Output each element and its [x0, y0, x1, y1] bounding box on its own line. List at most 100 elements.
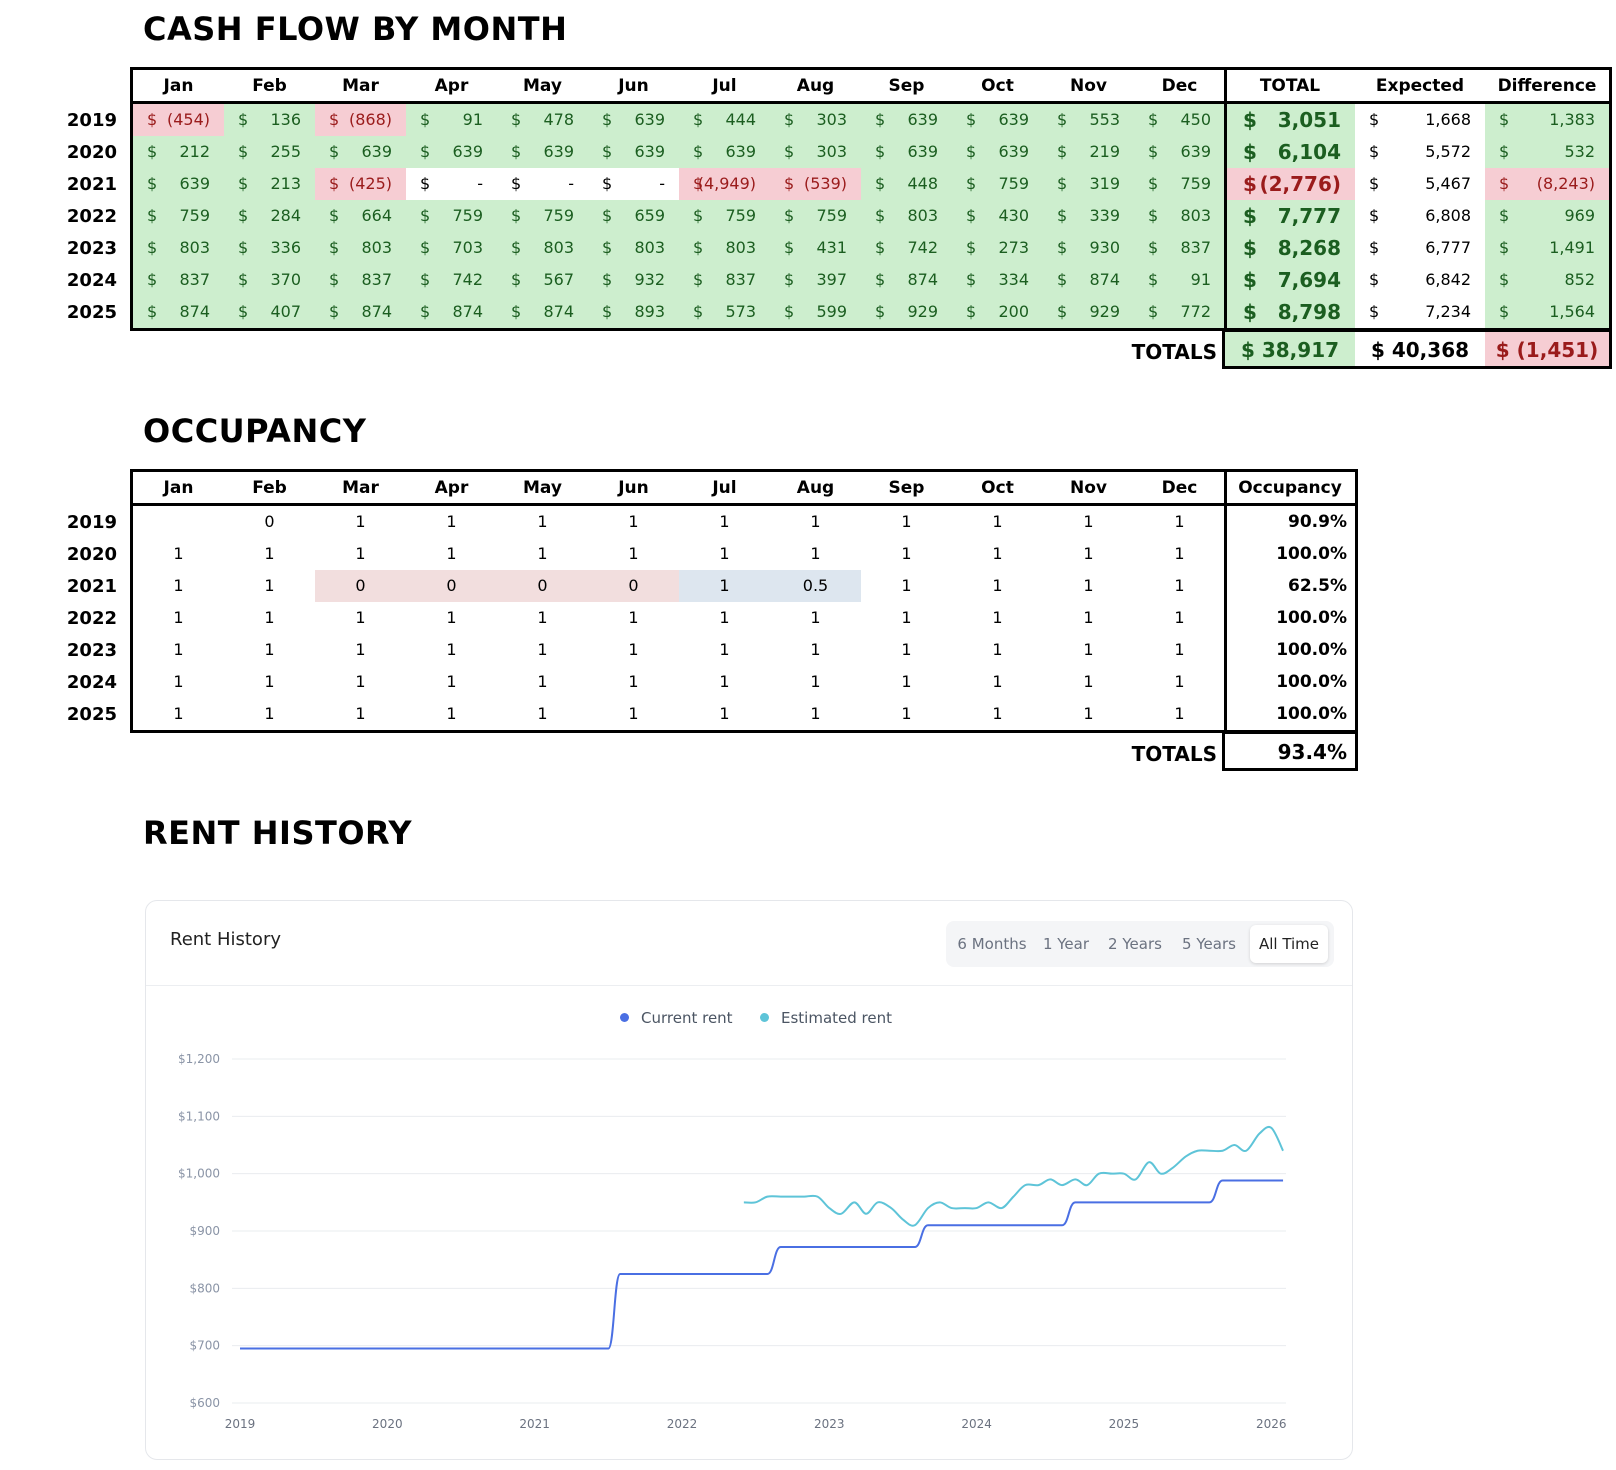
currency-sign: $ — [784, 142, 795, 161]
legend-estimated-rent[interactable]: Estimated rent — [760, 1009, 892, 1027]
currency-sign: $ — [875, 302, 886, 321]
header-divider — [133, 101, 1609, 104]
cash-cell: $803 — [679, 232, 770, 264]
occupancy-cell: 1 — [537, 672, 548, 691]
currency-sign: $ — [1369, 270, 1380, 289]
cash-value: 664 — [361, 206, 392, 225]
cash-value: 803 — [1180, 206, 1211, 225]
x-tick-label: 2022 — [667, 1417, 698, 1431]
cash-value: 639 — [634, 110, 665, 129]
year-label: 2024 — [66, 672, 117, 693]
currency-sign: $ — [1369, 174, 1380, 193]
currency-sign: $ — [602, 174, 613, 193]
occupancy-cell: 1 — [992, 544, 1003, 563]
occupancy-cell: 0.5 — [770, 570, 861, 602]
difference-cell: $969 — [1485, 200, 1609, 232]
cash-value: 742 — [907, 238, 938, 257]
occupancy-cell: 1 — [628, 512, 639, 531]
expected-cell: $1,668 — [1355, 104, 1485, 136]
occupancy-cell: 1 — [355, 640, 366, 659]
cash-cell: $136 — [224, 104, 315, 136]
occupancy-pct: 90.9% — [1288, 512, 1347, 532]
currency-sign: $ — [147, 206, 158, 225]
cash-cell: $803 — [861, 200, 952, 232]
expected-cell: $6,808 — [1355, 200, 1485, 232]
occupancy-cell: 1 — [992, 704, 1003, 723]
month-header: Sep — [888, 478, 925, 498]
month-header: Feb — [252, 76, 287, 96]
cash-value: - — [477, 174, 483, 193]
cash-value: 430 — [998, 206, 1029, 225]
cash-value: 759 — [543, 206, 574, 225]
currency-sign: $ — [602, 238, 613, 257]
cash-value: 759 — [816, 206, 847, 225]
total-value: 6,104 — [1277, 140, 1341, 164]
cash-cell: $553 — [1043, 104, 1134, 136]
total-value: 3,051 — [1277, 108, 1341, 132]
cash-value: 803 — [361, 238, 392, 257]
occupancy-cell: 0 — [497, 570, 588, 602]
cash-cell: $91 — [406, 104, 497, 136]
cash-cell: $639 — [861, 136, 952, 168]
cash-cell: $929 — [861, 296, 952, 328]
currency-sign: $ — [511, 238, 522, 257]
occupancy-cell: 1 — [264, 576, 275, 595]
month-header: Nov — [1070, 76, 1107, 96]
cash-cell: $407 — [224, 296, 315, 328]
range-2-years-button[interactable]: 2 Years — [1108, 935, 1162, 953]
cash-cell: $759 — [133, 200, 224, 232]
cash-cell: $929 — [1043, 296, 1134, 328]
range-6-months-button[interactable]: 6 Months — [957, 935, 1027, 953]
cash-cell: $639 — [497, 136, 588, 168]
row-total-cell: $6,104 — [1225, 136, 1355, 168]
currency-sign: $ — [420, 270, 431, 289]
currency-sign: $ — [693, 302, 704, 321]
occupancy-cell: 1 — [992, 640, 1003, 659]
cash-value: 932 — [634, 270, 665, 289]
chart-legend: Current rent Estimated rent — [146, 1009, 1352, 1033]
currency-sign: $ — [1148, 302, 1159, 321]
currency-sign: $ — [1243, 108, 1257, 132]
occupancy-cell: 1 — [355, 544, 366, 563]
month-header: Jan — [163, 478, 194, 498]
occupancy-cell: 1 — [719, 608, 730, 627]
cash-cell: $759 — [952, 168, 1043, 200]
cash-cell: $837 — [315, 264, 406, 296]
difference-value: 532 — [1564, 142, 1595, 161]
legend-current-rent[interactable]: Current rent — [620, 1009, 733, 1027]
cash-value: 837 — [725, 270, 756, 289]
currency-sign: $ — [147, 238, 158, 257]
legend-label: Current rent — [641, 1009, 733, 1027]
occupancy-cell: 1 — [901, 672, 912, 691]
cash-value: 930 — [1089, 238, 1120, 257]
range-5-years-button[interactable]: 5 Years — [1182, 935, 1236, 953]
cash-value: 929 — [1089, 302, 1120, 321]
cash-value: 639 — [725, 142, 756, 161]
rent-history-chart: $600 $700 $800 $900 $1,000 $1,100 $1,200 2019 20… — [178, 1052, 1287, 1431]
cash-value: 874 — [179, 302, 210, 321]
month-header: May — [523, 478, 562, 498]
cash-cell: $ - — [406, 168, 497, 200]
current-rent-line — [240, 1179, 1284, 1350]
cash-cell: $703 — [406, 232, 497, 264]
currency-sign: $ — [693, 206, 704, 225]
currency-sign: $ — [602, 142, 613, 161]
currency-sign: $ — [602, 302, 613, 321]
range-all-time-button[interactable]: All Time — [1250, 925, 1328, 963]
cash-cell: $255 — [224, 136, 315, 168]
cash-value: 639 — [543, 142, 574, 161]
currency-sign: $ — [511, 270, 522, 289]
currency-sign: $ — [420, 238, 431, 257]
occupancy-cell: 1 — [810, 544, 821, 563]
currency-sign: $ — [966, 206, 977, 225]
cash-cell: $ (4,949) — [679, 168, 770, 200]
legend-label: Estimated rent — [781, 1009, 892, 1027]
cash-cell: $430 — [952, 200, 1043, 232]
total-occupancy: 93.4% — [1277, 740, 1347, 764]
occupancy-cell: 1 — [719, 704, 730, 723]
occupancy-cell: 1 — [992, 608, 1003, 627]
cash-cell: $639 — [952, 136, 1043, 168]
cash-value: 893 — [634, 302, 665, 321]
range-1-year-button[interactable]: 1 Year — [1042, 935, 1090, 953]
cash-value: 255 — [270, 142, 301, 161]
